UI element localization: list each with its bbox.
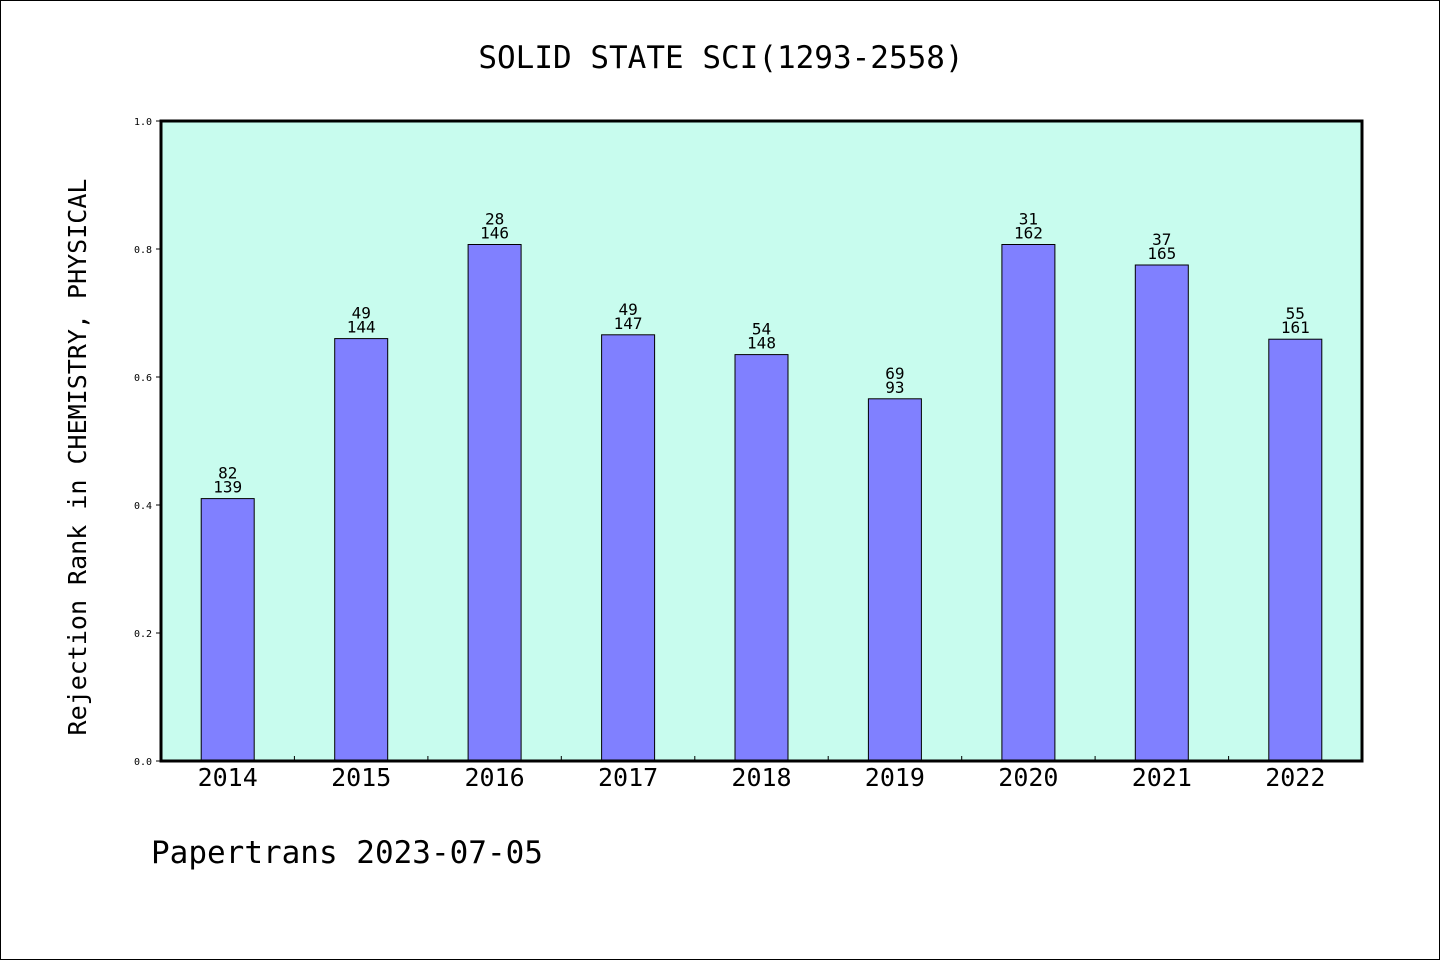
bar-label-bottom-2022: 161 [1281, 318, 1310, 337]
bar-2018 [734, 354, 789, 762]
bar-label-top-2014: 82 [218, 464, 237, 483]
y-tick-label: 0.8 [134, 245, 152, 256]
y-axis-label: Rejection Rank in CHEMISTRY, PHYSICAL [63, 179, 92, 736]
y-tick-label: 1.0 [134, 117, 152, 128]
bar-2014 [200, 498, 255, 762]
x-tick-label-2014: 2014 [198, 763, 258, 792]
bar-2016 [467, 244, 522, 762]
y-tick-label: 0.6 [134, 373, 152, 384]
bar-label-bottom-2020: 162 [1014, 224, 1043, 243]
bar-2019 [867, 398, 922, 762]
y-tick-label: 0.2 [134, 629, 152, 640]
bar-label-bottom-2016: 146 [480, 224, 509, 243]
bar-label-bottom-2014: 139 [213, 478, 242, 497]
bar-label-top-2017: 49 [618, 300, 637, 319]
bar-2020 [1001, 244, 1056, 762]
bar-label-top-2020: 31 [1019, 210, 1038, 229]
bar-label-top-2019: 69 [885, 364, 904, 383]
x-tick-label-2017: 2017 [598, 763, 658, 792]
bar-label-bottom-2019: 93 [885, 378, 904, 397]
bar-label-bottom-2017: 147 [614, 314, 643, 333]
y-tick-label: 0.0 [134, 757, 152, 768]
bar-2022 [1268, 338, 1323, 762]
bar-label-top-2018: 54 [752, 320, 771, 339]
bar-2015 [334, 338, 389, 762]
x-tick-label-2015: 2015 [331, 763, 391, 792]
x-tick-label-2016: 2016 [464, 763, 524, 792]
y-tick-label: 0.4 [134, 501, 152, 512]
plot-border [159, 119, 1364, 763]
bar-2017 [601, 334, 656, 762]
bar-label-top-2022: 55 [1286, 304, 1305, 323]
bar-label-top-2016: 28 [485, 210, 504, 229]
x-tick-label-2018: 2018 [731, 763, 791, 792]
x-tick-label-2020: 2020 [998, 763, 1058, 792]
bar-label-bottom-2021: 165 [1147, 244, 1176, 263]
bar-label-top-2015: 49 [352, 304, 371, 323]
x-tick-label-2019: 2019 [865, 763, 925, 792]
chart-title: SOLID STATE SCI(1293-2558) [478, 40, 963, 76]
bar-2021 [1134, 264, 1189, 762]
x-tick-label-2022: 2022 [1265, 763, 1325, 792]
bar-label-top-2021: 37 [1152, 230, 1171, 249]
footer-credit: Papertrans 2023-07-05 [151, 835, 543, 871]
bar-label-bottom-2018: 148 [747, 334, 776, 353]
bar-label-bottom-2015: 144 [347, 318, 376, 337]
x-tick-label-2021: 2021 [1132, 763, 1192, 792]
